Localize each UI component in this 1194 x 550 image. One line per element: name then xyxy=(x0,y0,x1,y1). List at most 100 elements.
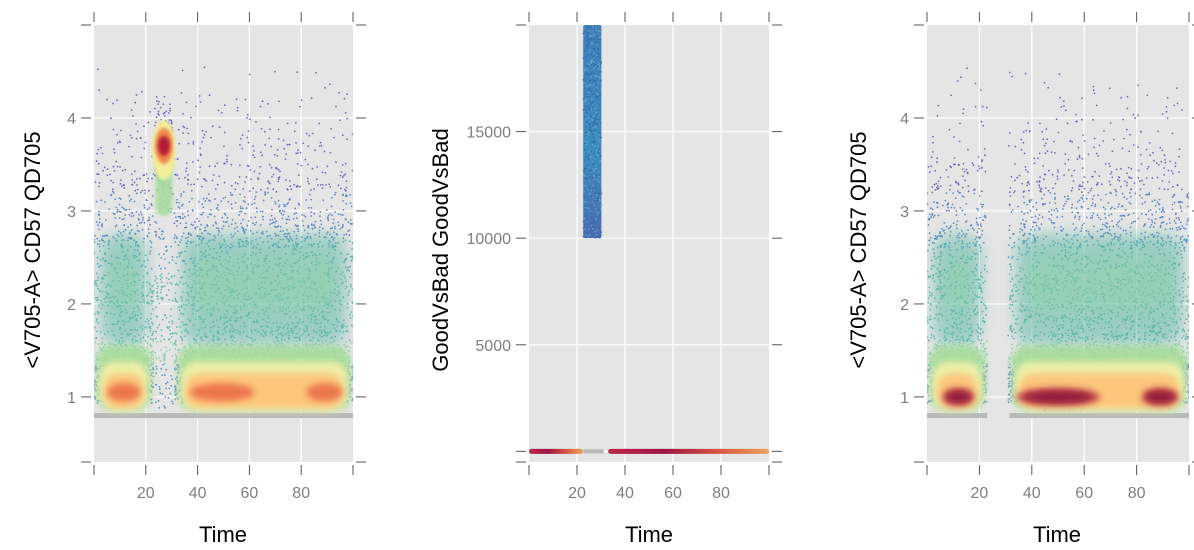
scatter-point xyxy=(288,143,291,146)
scatter-point xyxy=(186,162,188,164)
scatter-point xyxy=(187,132,190,135)
scatter-point xyxy=(348,313,351,316)
scatter-point xyxy=(101,235,104,237)
scatter-point xyxy=(267,180,269,183)
scatter-point xyxy=(154,124,156,127)
scatter-point xyxy=(130,229,133,232)
scatter-point xyxy=(140,221,143,224)
scatter-point xyxy=(115,206,118,209)
scatter-point xyxy=(310,211,313,214)
scatter-point xyxy=(132,214,135,217)
scatter-point xyxy=(186,183,189,185)
scatter-point xyxy=(155,306,157,309)
scatter-point xyxy=(335,105,337,108)
scatter-point xyxy=(243,231,246,233)
scatter-point xyxy=(180,92,183,94)
scatter-point xyxy=(266,187,269,190)
scatter-point xyxy=(96,237,98,240)
scatter-point xyxy=(174,368,176,371)
scatter-point xyxy=(116,133,118,136)
scatter-point xyxy=(252,232,254,235)
scatter-point xyxy=(159,291,162,294)
scatter-point xyxy=(128,145,131,148)
scatter-point xyxy=(95,337,97,340)
scatter-point xyxy=(248,190,251,193)
scatter-point xyxy=(297,174,300,177)
scatter-point xyxy=(351,315,353,318)
scatter-point xyxy=(337,221,340,224)
scatter-point xyxy=(97,162,100,165)
scatter-point xyxy=(97,313,100,315)
scatter-point xyxy=(350,389,353,392)
scatter-point xyxy=(343,343,345,346)
scatter-point xyxy=(160,296,163,299)
scatter-point xyxy=(293,230,295,233)
scatter-point xyxy=(268,137,271,140)
scatter-point xyxy=(149,283,151,286)
scatter-point xyxy=(267,102,269,105)
scatter-point xyxy=(296,71,299,74)
scatter-point xyxy=(180,193,183,195)
scatter-point xyxy=(245,176,248,178)
scatter-point xyxy=(122,230,125,233)
scatter-point xyxy=(255,191,258,194)
scatter-point xyxy=(279,170,281,173)
scatter-point xyxy=(175,332,178,335)
scatter-point xyxy=(100,146,102,149)
scatter-point xyxy=(342,200,344,202)
scatter-point xyxy=(238,214,241,216)
scatter-point xyxy=(351,301,353,304)
scatter-point xyxy=(210,209,212,211)
scatter-point xyxy=(165,250,168,253)
scatter-point xyxy=(158,236,160,239)
scatter-point xyxy=(345,189,347,192)
scatter-point xyxy=(158,406,161,409)
scatter-point xyxy=(98,245,101,248)
scatter-point xyxy=(343,234,345,236)
scatter-point xyxy=(329,83,331,86)
floor-band xyxy=(94,413,353,419)
scatter-point xyxy=(156,298,159,300)
scatter-point xyxy=(337,344,339,347)
scatter-point xyxy=(96,68,99,71)
scatter-point xyxy=(171,378,174,381)
scatter-point xyxy=(297,152,299,155)
scatter-point xyxy=(140,90,143,93)
scatter-point xyxy=(164,396,167,398)
scatter-point xyxy=(143,206,146,209)
scatter-point xyxy=(172,402,174,405)
scatter-point xyxy=(239,193,242,196)
scatter-point xyxy=(179,217,182,220)
scatter-point xyxy=(343,174,345,177)
scatter-point xyxy=(287,215,290,218)
scatter-point xyxy=(236,226,239,228)
scatter-point xyxy=(261,210,264,213)
scatter-point xyxy=(310,97,313,100)
scatter-point xyxy=(148,292,151,294)
scatter-point xyxy=(204,178,207,181)
scatter-point xyxy=(136,130,139,133)
scatter-point xyxy=(143,147,146,150)
scatter-point xyxy=(94,238,95,241)
scatter-point xyxy=(234,201,237,204)
scatter-point xyxy=(192,141,195,143)
scatter-point xyxy=(94,360,96,363)
scatter-point xyxy=(132,115,134,117)
scatter-point xyxy=(187,236,190,239)
scatter-point xyxy=(98,182,101,184)
scatter-point xyxy=(200,223,203,226)
scatter-point xyxy=(293,130,296,133)
scatter-point xyxy=(141,189,144,192)
scatter-point xyxy=(112,188,114,191)
scatter-point xyxy=(135,123,138,125)
scatter-point xyxy=(300,99,303,102)
scatter-point xyxy=(172,193,174,196)
scatter-point xyxy=(147,228,150,231)
scatter-point xyxy=(110,117,112,120)
scatter-point xyxy=(286,229,288,231)
scatter-point xyxy=(154,107,156,110)
scatter-point xyxy=(318,145,321,148)
scatter-point xyxy=(144,141,147,144)
scatter-point xyxy=(231,194,234,196)
